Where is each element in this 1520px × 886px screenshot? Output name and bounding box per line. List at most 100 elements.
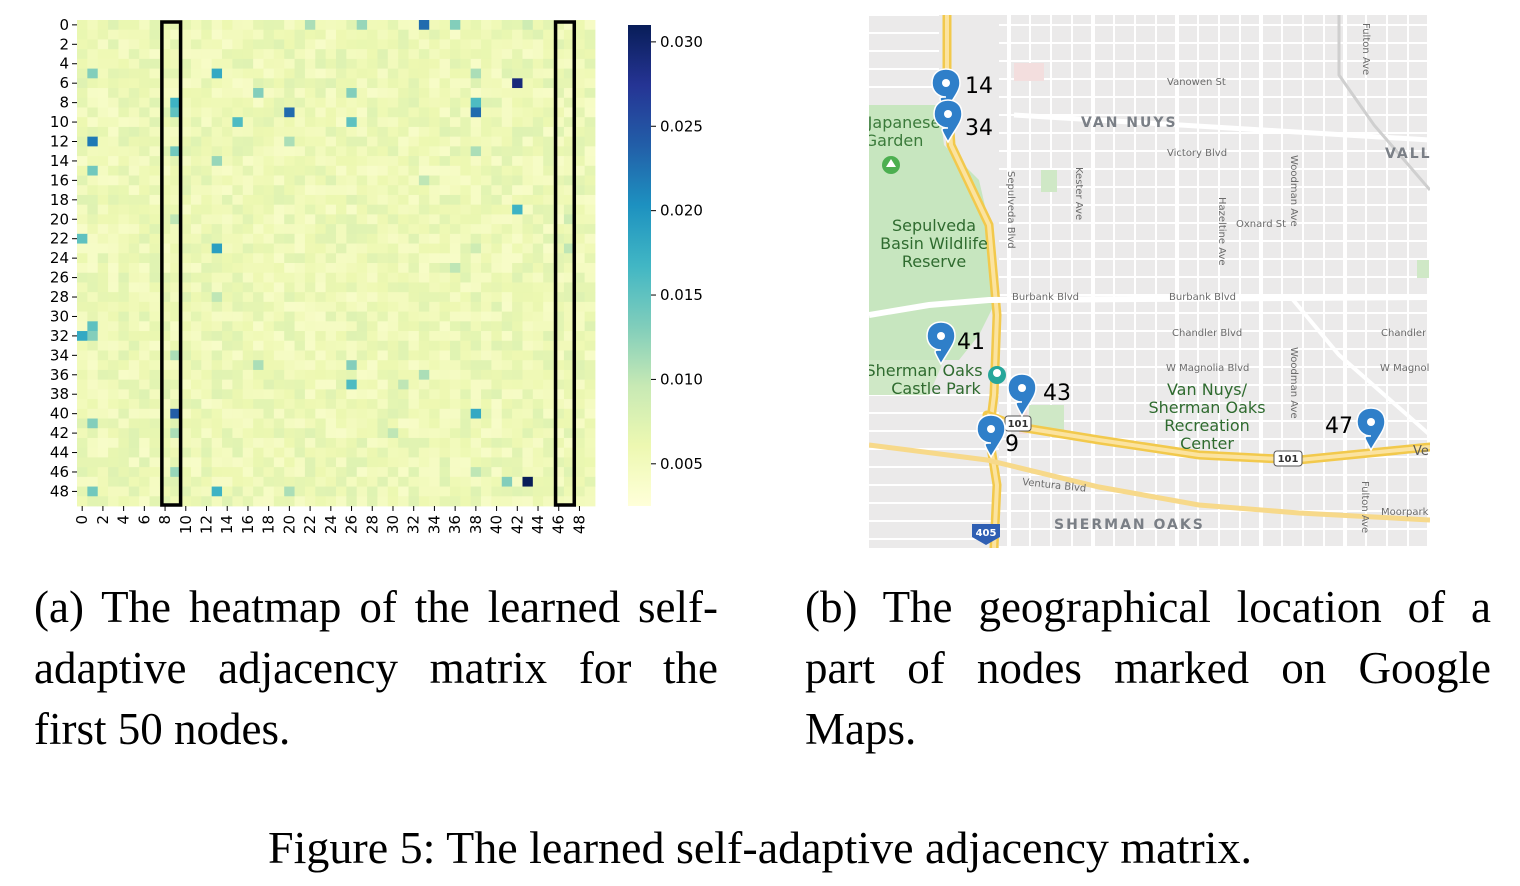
heatmap-cell (232, 476, 244, 487)
heatmap-cell (325, 253, 337, 264)
heatmap-cell (563, 447, 575, 458)
heatmap-cell (232, 282, 244, 293)
heatmap-cell (439, 496, 451, 507)
heatmap-cell (222, 350, 233, 361)
heatmap-cell (284, 224, 295, 235)
heatmap-cell (439, 136, 451, 147)
heatmap-cell (294, 78, 306, 89)
heatmap-cell (108, 331, 119, 342)
heatmap-cell (159, 476, 171, 487)
heatmap-cell (543, 20, 554, 31)
x-tick-label: 44 (529, 515, 547, 534)
heatmap-cell (97, 428, 109, 439)
heatmap-cell (242, 379, 254, 390)
heatmap-highlight-boxes (160, 20, 577, 507)
heatmap-cell (201, 49, 213, 60)
heatmap-cell (367, 204, 378, 215)
heatmap-cell (201, 350, 213, 361)
heatmap-cell (325, 204, 337, 215)
heatmap-cell (222, 20, 233, 31)
street-label: W Magnol (1380, 363, 1429, 374)
heatmap-cell (418, 389, 430, 400)
heatmap-cell (470, 369, 482, 381)
heatmap-cell (439, 467, 451, 478)
node-marker-9[interactable]: 9 (976, 414, 1019, 459)
heatmap-cell (304, 340, 316, 351)
heatmap-cell (356, 408, 368, 419)
heatmap-cell (242, 243, 254, 254)
heatmap-cell (543, 486, 554, 497)
heatmap-cell (139, 379, 150, 390)
heatmap-cell (336, 408, 347, 419)
heatmap-cell (512, 136, 523, 147)
heatmap-cell (170, 263, 181, 274)
heatmap-cell (512, 292, 523, 303)
map-pin-dot (937, 332, 945, 340)
heatmap-cell (170, 243, 181, 254)
heatmap-cell (108, 263, 119, 274)
heatmap-cell (304, 496, 316, 507)
street-label: Woodman Ave (1288, 155, 1299, 227)
heatmap-cell (97, 272, 109, 283)
heatmap-cell (97, 146, 109, 157)
heatmap-cell (149, 282, 161, 293)
heatmap-cell (481, 272, 492, 283)
node-marker-43[interactable]: 43 (1007, 373, 1071, 418)
map-pin-icon (976, 414, 1006, 459)
heatmap-cell (460, 340, 472, 351)
heatmap-cell (222, 282, 233, 293)
map-pin-icon (933, 99, 963, 144)
heatmap-cell (170, 476, 181, 487)
heatmap-cell (222, 214, 233, 225)
heatmap-cell (574, 233, 586, 244)
node-marker-14[interactable]: 14 (931, 68, 993, 113)
heatmap-cell (460, 437, 472, 449)
node-marker-41[interactable]: 41 (926, 321, 985, 366)
heatmap-cell (87, 175, 99, 186)
y-tick-label: 38 (50, 385, 69, 403)
heatmap-cell (408, 486, 420, 497)
x-tick-label: 36 (446, 515, 464, 534)
heatmap-cell (325, 49, 337, 60)
heatmap-cell (584, 146, 596, 157)
node-marker-34[interactable]: 34 (933, 99, 993, 144)
heatmap-cell (128, 156, 140, 167)
heatmap-cell (149, 496, 161, 507)
heatmap-cell (284, 340, 295, 351)
heatmap-cell (232, 204, 244, 215)
heatmap-cell (263, 117, 275, 128)
heatmap-cell (346, 58, 358, 69)
heatmap-cell (190, 49, 202, 60)
heatmap-cell (139, 20, 150, 31)
heatmap-cell (522, 253, 534, 264)
heatmap-cell (273, 136, 285, 147)
heatmap-cell (491, 331, 503, 342)
heatmap-cell (367, 243, 378, 254)
heatmap-cell (77, 350, 88, 361)
heatmap-cell (336, 496, 347, 507)
heatmap-cell (180, 58, 192, 69)
heatmap-cell (408, 399, 420, 410)
node-marker-47[interactable]: 47 (1325, 407, 1386, 452)
heatmap-cell (273, 214, 285, 225)
heatmap-cell (491, 496, 503, 507)
heatmap-cell (87, 214, 99, 225)
heatmap-cell (418, 292, 430, 303)
heatmap-cell (398, 224, 409, 235)
heatmap-cell (201, 272, 213, 283)
heatmap-cell (180, 399, 192, 410)
heatmap-cell (470, 447, 482, 458)
heatmap-cell (222, 243, 233, 254)
heatmap-cell (563, 194, 575, 206)
heatmap-cell (201, 399, 213, 410)
heatmap-cell (522, 214, 534, 225)
heatmap-cell (304, 194, 316, 206)
heatmap-cell (108, 321, 119, 332)
heatmap-cell (429, 214, 440, 225)
x-tick-label: 34 (425, 515, 443, 534)
heatmap-cell (180, 117, 192, 128)
heatmap-cell (232, 467, 244, 478)
heatmap-cell (429, 29, 440, 40)
heatmap-cell (408, 447, 420, 458)
heatmap-cell (470, 331, 482, 342)
